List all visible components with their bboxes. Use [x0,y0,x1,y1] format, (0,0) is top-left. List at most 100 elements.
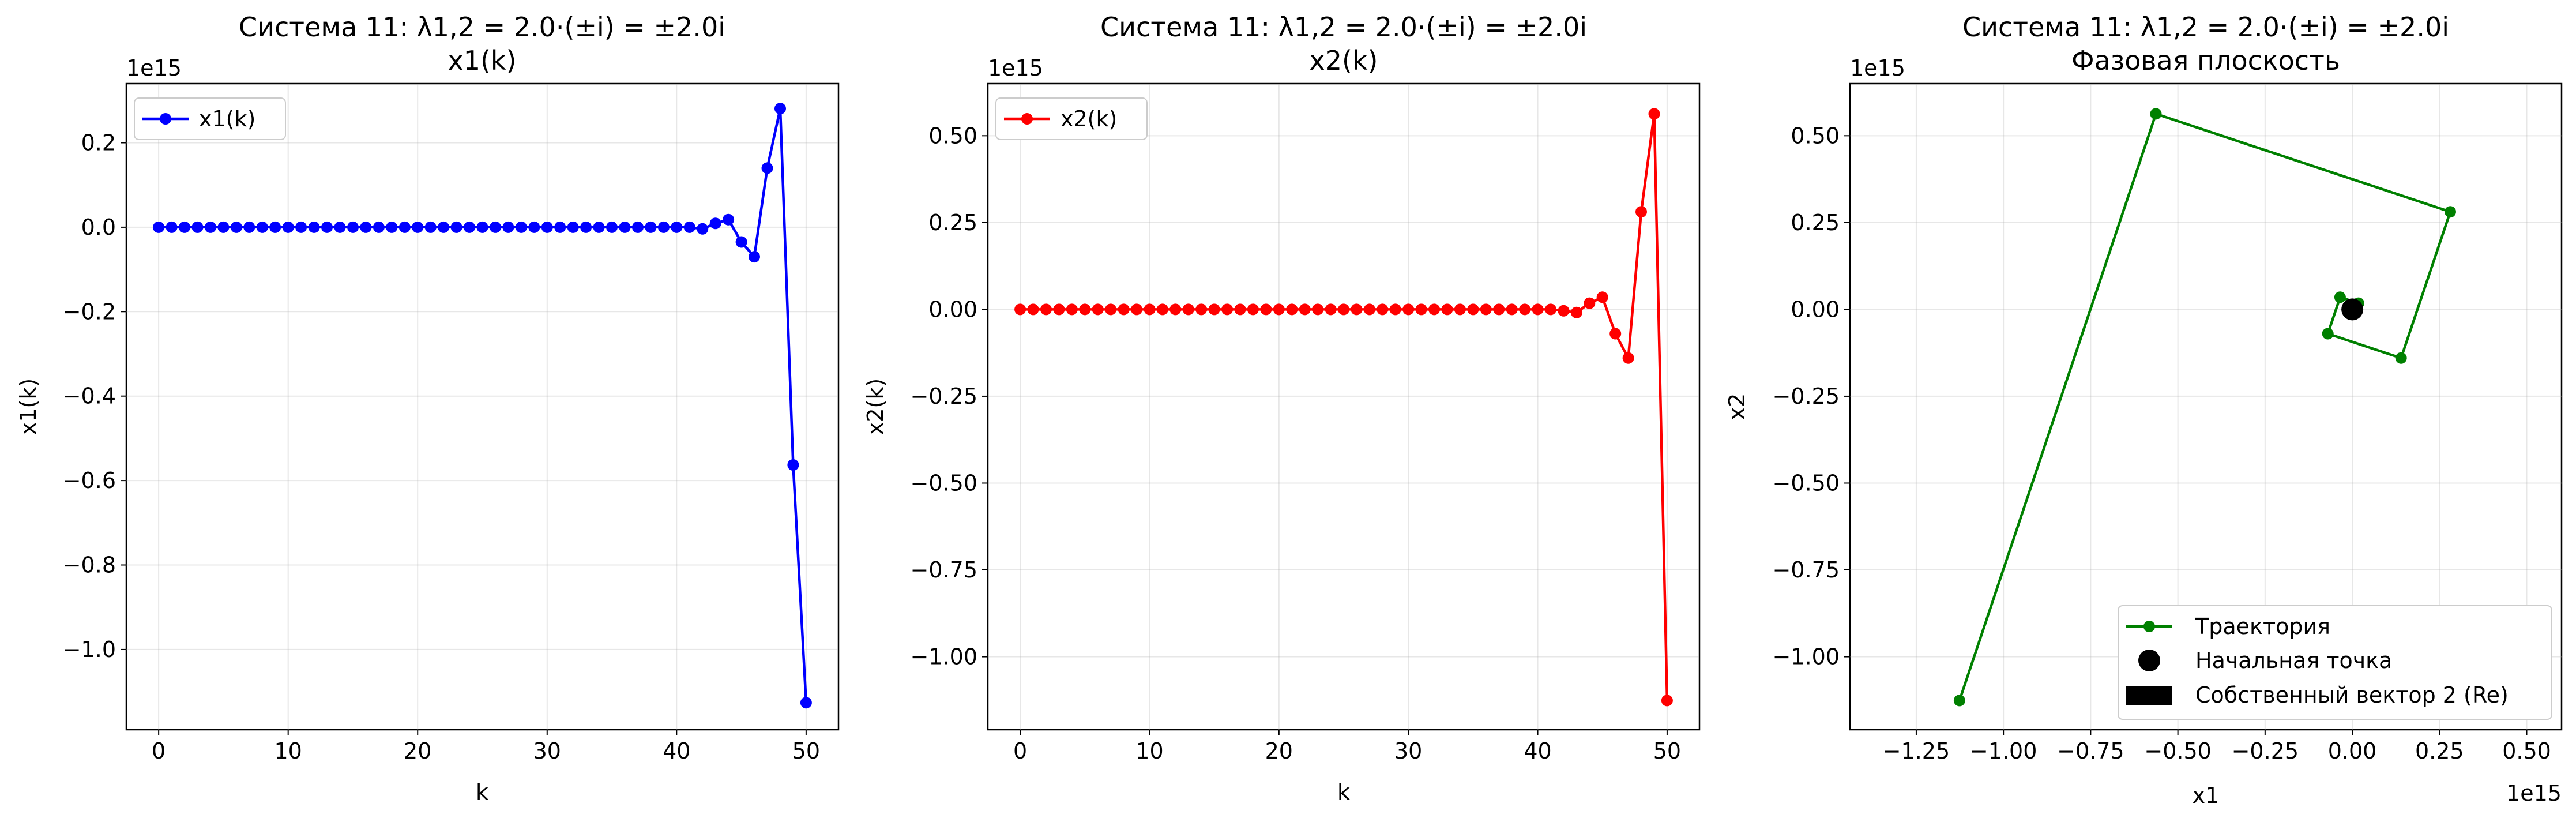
panel-x1-subtitle: x1(k) [447,45,516,76]
panel-x1-grid [126,84,838,730]
panel-phase-title: Система 11: λ1,2 = 2.0·(±i) = ±2.0i [1962,12,2449,43]
panel-x1-offset-label: 1e15 [126,55,182,81]
data-point [1208,303,1220,316]
x-tick-label: 40 [1524,738,1551,764]
data-point [1156,303,1168,316]
panel-phase-legend: Траектория Начальная точка Собственный в… [2118,605,2552,720]
panel-phase-legend-trajectory-label: Траектория [2195,614,2330,639]
y-tick-label: −0.25 [1773,384,1840,409]
data-point [166,221,178,233]
y-tick-label: 0.0 [81,215,116,240]
x-tick-label: 0.50 [2502,738,2551,764]
data-point [1325,303,1337,316]
data-point [217,221,230,233]
data-point [269,221,281,233]
y-tick-label: 0.50 [928,123,977,148]
data-point [1493,303,1505,316]
data-point [243,221,255,233]
data-point [205,221,216,233]
panel-phase-legend-eigvec-label: Собственный вектор 2 (Re) [2195,682,2509,708]
panel-x2-series [1014,108,1673,707]
panel-x1-xlabel: k [476,779,488,805]
data-point [1609,328,1622,340]
data-point [554,221,566,233]
data-point [424,221,437,233]
panel-phase-legend-start-marker [2138,650,2160,671]
panel-phase-subtitle: Фазовая плоскость [2071,45,2340,76]
panel-x2-frame [987,82,1701,731]
x-tick-label: −1.25 [1883,738,1950,764]
data-point [1363,303,1375,316]
panel-x2-offset-label: 1e15 [988,55,1043,81]
data-point [1454,303,1466,316]
panel-x2-ticks: 0 10 20 30 40 50 0.50 0.25 0.00 −0.25 −0.50 −0.75 −1… [911,123,1682,764]
data-point [295,221,307,233]
data-point [1648,108,1660,120]
data-point [1273,303,1285,316]
data-point [502,221,514,233]
data-point [735,236,747,248]
data-point [1441,303,1453,316]
panel-x2-legend: x2(k) [995,97,1148,140]
data-point [1247,303,1259,316]
data-point [683,221,695,233]
data-point [709,217,721,230]
data-point [787,459,799,471]
data-point [1570,306,1582,318]
y-tick-label: 0.2 [81,130,116,155]
data-point [1234,303,1246,316]
y-tick-label: −1.00 [1773,644,1840,670]
data-point [282,221,294,233]
data-point [1545,303,1556,316]
panel-phase-x-offset-label: 1e15 [2506,780,2562,806]
y-tick-label: −0.6 [63,468,116,493]
x-tick-label: −1.00 [1970,738,2037,764]
data-point [334,221,346,233]
data-point [1221,303,1234,316]
data-point [1622,352,1634,364]
data-point [490,221,501,233]
data-point [1286,303,1298,316]
data-point [450,221,462,233]
data-point [645,221,657,233]
trajectory-point [2150,108,2162,120]
data-point [1182,303,1194,316]
data-point [360,221,372,233]
data-point [606,221,618,233]
panel-x1-legend-label: x1(k) [199,106,255,132]
panel-x2-ylabel: x2(k) [863,378,888,435]
panel-phase-y-offset-label: 1e15 [1850,55,1905,81]
x-tick-label: 30 [1394,738,1422,764]
panel-x2-subtitle: x2(k) [1309,45,1378,76]
y-tick-label: 0.00 [928,296,977,322]
data-point [761,162,773,174]
panel-phase-legend-start-label: Начальная точка [2195,648,2392,673]
eigenvector-arrow [2344,302,2361,319]
panel-phase-xlabel: x1 [2193,783,2220,808]
panel-x1-frame [125,82,840,731]
panel-x1-legend-box [134,97,286,140]
panel-x2-legend-label: x2(k) [1061,106,1117,132]
y-tick-label: −0.50 [911,470,977,496]
data-point [1118,303,1130,316]
y-tick-label: 0.25 [928,210,977,235]
panel-phase: −1.25 −1.00 −0.75 −0.50 −0.25 0.00 0.25 0.50 0.5… [1724,12,2563,808]
data-point [308,221,320,233]
trajectory-point [1953,695,1965,707]
data-point [1014,303,1026,316]
x-tick-label: 20 [404,738,431,764]
data-point [1596,291,1608,303]
data-point [749,251,760,263]
data-point [1169,303,1182,316]
data-point [1351,303,1363,316]
data-point [1519,303,1531,316]
panel-phase-ticks: −1.25 −1.00 −0.75 −0.50 −0.25 0.00 0.25 0.50 0.5… [1773,123,2551,764]
panel-phase-legend-trajectory-marker [2143,621,2155,632]
panel-x1-ticks: 0 10 20 30 40 50 0.2 0.0 −0.2 −0.4 −0.6 −0.8 −1.0 [63,130,820,764]
panel-x2-title: Система 11: λ1,2 = 2.0·(±i) = ±2.0i [1100,12,1587,43]
data-point [1260,303,1272,316]
data-point [476,221,488,233]
data-point [632,221,644,233]
data-point [657,221,670,233]
